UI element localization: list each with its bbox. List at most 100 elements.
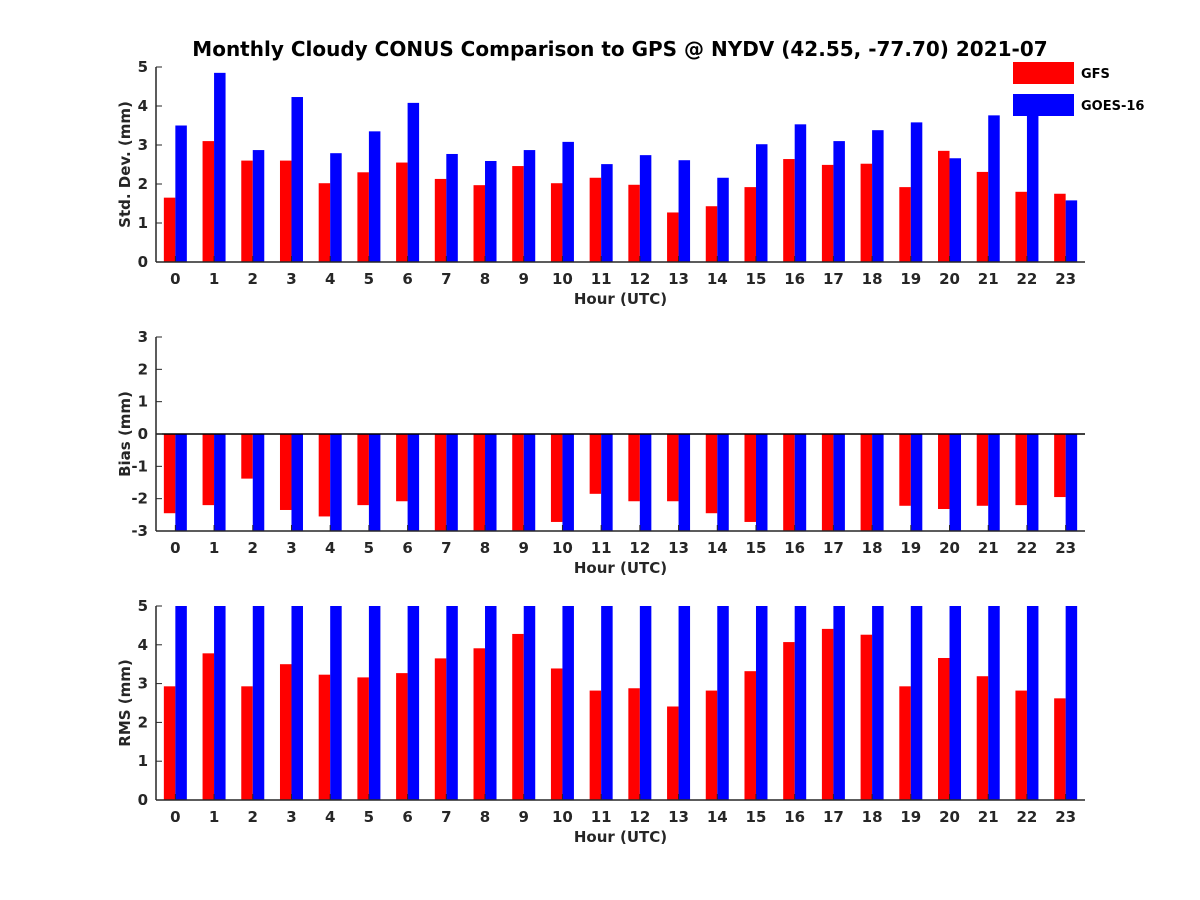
bar-gfs-hour-18 xyxy=(860,634,873,800)
bar-goes-16-hour-9 xyxy=(523,150,536,262)
bar-goes-16-hour-11 xyxy=(601,434,613,531)
bar-gfs-hour-11 xyxy=(589,434,602,494)
bar-goes-16-hour-19 xyxy=(910,606,923,800)
x-tick-label: 23 xyxy=(1055,808,1076,826)
bar-goes-16-hour-13 xyxy=(678,434,691,531)
bar-gfs-hour-0 xyxy=(163,686,176,800)
x-tick-label: 19 xyxy=(900,539,921,557)
bar-goes-16-hour-2 xyxy=(252,150,265,262)
bar-goes-16-hour-14 xyxy=(717,606,729,800)
bar-goes-16-hour-16 xyxy=(794,124,807,262)
bar-goes-16-hour-7 xyxy=(446,434,458,531)
bar-gfs-hour-15 xyxy=(744,187,756,262)
bar-goes-16-hour-19 xyxy=(910,122,923,262)
bar-gfs-hour-22 xyxy=(1015,191,1027,262)
x-axis-label: Hour (UTC) xyxy=(574,290,667,308)
y-tick-label: 1 xyxy=(138,752,148,770)
bar-goes-16-hour-3 xyxy=(291,434,303,531)
x-tick-label: 20 xyxy=(939,808,960,826)
bar-gfs-hour-7 xyxy=(434,178,447,262)
x-tick-label: 1 xyxy=(209,270,219,288)
y-tick-label: -3 xyxy=(131,522,148,540)
bar-goes-16-hour-1 xyxy=(214,434,226,531)
bar-gfs-hour-4 xyxy=(318,434,331,517)
bar-gfs-hour-11 xyxy=(589,177,602,262)
bar-gfs-hour-16 xyxy=(783,642,795,800)
x-tick-label: 5 xyxy=(364,808,374,826)
bar-goes-16-hour-22 xyxy=(1026,106,1039,262)
y-tick-label: 0 xyxy=(138,253,148,271)
x-tick-label: 21 xyxy=(978,270,999,288)
bar-goes-16-hour-13 xyxy=(678,160,691,262)
bar-goes-16-hour-20 xyxy=(949,158,962,262)
bar-goes-16-hour-6 xyxy=(407,434,420,531)
bar-gfs-hour-19 xyxy=(899,187,911,262)
bar-gfs-hour-8 xyxy=(473,434,486,531)
x-tick-label: 3 xyxy=(286,808,296,826)
bar-gfs-hour-13 xyxy=(667,434,679,502)
bar-goes-16-hour-21 xyxy=(988,434,1000,531)
x-tick-label: 23 xyxy=(1055,539,1076,557)
bar-goes-16-hour-14 xyxy=(717,434,729,531)
x-tick-label: 14 xyxy=(707,270,728,288)
x-tick-label: 7 xyxy=(441,270,451,288)
bar-gfs-hour-5 xyxy=(357,434,369,506)
bar-gfs-hour-7 xyxy=(434,434,447,531)
x-tick-label: 16 xyxy=(784,539,805,557)
bar-gfs-hour-22 xyxy=(1015,690,1027,800)
bar-gfs-hour-22 xyxy=(1015,434,1027,506)
bar-gfs-hour-9 xyxy=(512,633,524,800)
bar-goes-16-hour-16 xyxy=(794,606,807,800)
x-tick-label: 15 xyxy=(746,270,767,288)
x-tick-label: 7 xyxy=(441,539,451,557)
bar-goes-16-hour-4 xyxy=(330,434,342,531)
bar-gfs-hour-21 xyxy=(976,676,989,800)
bar-goes-16-hour-11 xyxy=(601,606,613,800)
bar-gfs-hour-8 xyxy=(473,185,486,262)
y-tick-label: 2 xyxy=(138,360,148,378)
bar-gfs-hour-12 xyxy=(628,688,640,800)
legend-swatch-gfs xyxy=(1013,62,1074,84)
x-tick-label: 7 xyxy=(441,808,451,826)
bar-goes-16-hour-5 xyxy=(368,434,381,531)
x-tick-label: 2 xyxy=(248,808,258,826)
bar-goes-16-hour-18 xyxy=(872,434,884,531)
bar-gfs-hour-2 xyxy=(241,686,253,800)
x-tick-label: 16 xyxy=(784,808,805,826)
x-tick-label: 16 xyxy=(784,270,805,288)
bar-gfs-hour-2 xyxy=(241,160,253,262)
y-tick-label: 0 xyxy=(138,425,148,443)
bar-goes-16-hour-16 xyxy=(794,434,807,531)
bar-goes-16-hour-5 xyxy=(368,606,381,800)
bar-gfs-hour-12 xyxy=(628,184,640,262)
x-tick-label: 17 xyxy=(823,808,844,826)
bar-goes-16-hour-3 xyxy=(291,97,303,262)
bar-goes-16-hour-23 xyxy=(1065,606,1078,800)
bar-gfs-hour-3 xyxy=(279,434,292,510)
x-tick-label: 18 xyxy=(862,808,883,826)
x-tick-label: 1 xyxy=(209,808,219,826)
y-tick-label: 3 xyxy=(138,675,148,693)
y-axis-label: Std. Dev. (mm) xyxy=(116,101,134,228)
x-tick-label: 13 xyxy=(668,270,689,288)
bar-goes-16-hour-10 xyxy=(562,606,574,800)
bar-goes-16-hour-23 xyxy=(1065,434,1078,531)
bar-gfs-hour-16 xyxy=(783,434,795,531)
bar-goes-16-hour-14 xyxy=(717,177,729,262)
legend: GFS GOES-16 xyxy=(1013,62,1144,116)
x-tick-label: 8 xyxy=(480,539,490,557)
bar-gfs-hour-0 xyxy=(163,197,176,262)
bar-goes-16-hour-15 xyxy=(755,144,768,262)
bar-goes-16-hour-19 xyxy=(910,434,923,531)
y-tick-label: 4 xyxy=(138,97,148,115)
bar-gfs-hour-9 xyxy=(512,166,524,262)
bar-goes-16-hour-8 xyxy=(485,434,497,531)
x-tick-label: 14 xyxy=(707,808,728,826)
bar-gfs-hour-10 xyxy=(550,434,563,522)
bar-gfs-hour-23 xyxy=(1054,698,1066,800)
bar-gfs-hour-18 xyxy=(860,434,873,531)
x-tick-label: 22 xyxy=(1017,270,1038,288)
bar-gfs-hour-13 xyxy=(667,212,679,262)
